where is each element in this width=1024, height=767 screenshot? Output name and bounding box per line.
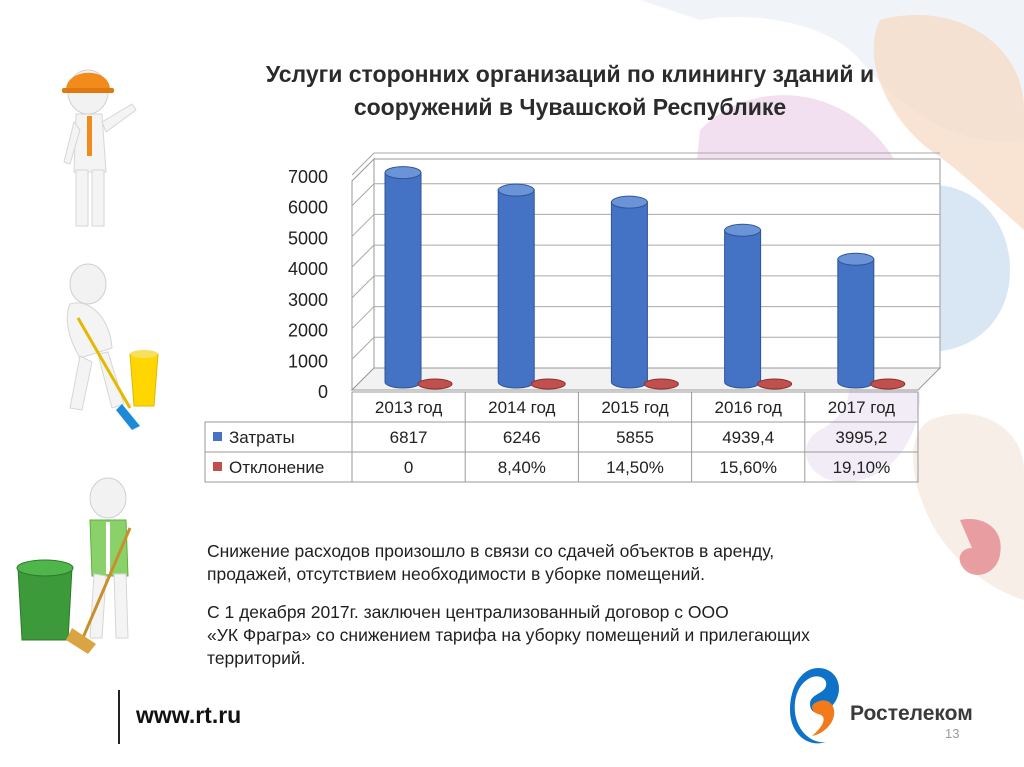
table-value-cell: 3995,2: [835, 428, 887, 447]
slide-title-line-2: сооружений в Чувашской Республике: [353, 94, 787, 120]
trash-bin-figure-icon: [16, 477, 132, 654]
legend-key: [213, 432, 222, 441]
gridline-side: [351, 275, 375, 299]
gridline-side: [351, 152, 375, 176]
bar-zatraty-top: [497, 183, 535, 197]
slide-title: Услуги сторонних организаций по клинингу…: [190, 58, 950, 124]
page-number: 13: [945, 726, 960, 741]
chart-data-table: 2013 год 2014 год 2015 год 2016 год 2017 год…: [204, 391, 919, 483]
gridline-side: [351, 183, 375, 207]
y-tick-label: 3000: [288, 290, 328, 310]
table-header-cell: 2014 год: [488, 398, 555, 417]
bar-zatraty-body: [497, 189, 535, 389]
table-value-cell: 19,10%: [833, 458, 891, 477]
table-value-cell: 6817: [390, 428, 428, 447]
chart-y-tick-labels: 0 1000 2000 3000 4000 5000 6000 7000: [288, 167, 328, 402]
footer-divider: [118, 690, 120, 744]
chart-bars: [384, 166, 906, 390]
bar-otklonenie: [417, 378, 453, 390]
y-tick-label: 5000: [288, 228, 328, 248]
legend-label: Затраты: [229, 428, 295, 447]
bar-zatraty-body: [837, 258, 875, 389]
bar-zatraty-top: [837, 252, 875, 266]
paragraph-contract: С 1 декабря 2017г. заключен централизова…: [207, 601, 967, 670]
paragraph-1-line-1: Снижение расходов произошло в связи со с…: [207, 541, 775, 561]
gridline-side: [351, 244, 375, 268]
bar-zatraty: [724, 223, 762, 389]
legend-key: [213, 462, 222, 471]
bar-zatraty-body: [610, 201, 648, 389]
table-value-cell: 8,40%: [498, 458, 546, 477]
paragraph-2-line-2: «УК Фрагра» со снижением тарифа на уборк…: [207, 625, 810, 645]
table-value-cell: 15,60%: [719, 458, 777, 477]
y-tick-label: 2000: [288, 321, 328, 341]
table-header-cell: 2016 год: [715, 398, 782, 417]
slide-title-line-1: Услуги сторонних организаций по клинингу…: [265, 61, 875, 87]
rostelecom-logo-icon: [790, 668, 840, 744]
worker-helmet-figure-icon: [62, 69, 137, 227]
gridline-side: [351, 336, 375, 360]
table-value-cell: 14,50%: [606, 458, 664, 477]
bar-otklonenie: [757, 378, 793, 390]
footer-url: www.rt.ru: [136, 702, 242, 728]
bar-otklonenie: [870, 378, 906, 390]
bar-zatraty-body: [384, 172, 422, 389]
y-tick-label: 6000: [288, 198, 328, 218]
bar-zatraty: [384, 166, 422, 389]
y-tick-label: 4000: [288, 259, 328, 279]
y-tick-label: 1000: [288, 351, 328, 371]
bar-zatraty-top: [384, 166, 422, 180]
paragraph-cost-reduction: Снижение расходов произошло в связи со с…: [207, 540, 967, 586]
paragraph-1-line-2: продажей, отсутствием необходимости в уб…: [207, 564, 706, 584]
gridline-side: [351, 306, 375, 329]
y-tick-label: 0: [318, 382, 328, 402]
brand-name: Ростелеком: [850, 702, 973, 725]
paragraph-2-line-3: территорий.: [207, 648, 306, 668]
bar-zatraty: [497, 183, 535, 389]
paragraph-2-line-1: С 1 декабря 2017г. заключен централизова…: [207, 602, 729, 622]
bar-zatraty-top: [724, 223, 762, 237]
table-header-cell: 2017 год: [828, 398, 895, 417]
bar-otklonenie: [643, 378, 679, 390]
table-value-cell: 6246: [503, 428, 541, 447]
table-value-cell: 5855: [616, 428, 654, 447]
table-header-cell: 2015 год: [601, 398, 668, 417]
table-header-cell: 2013 год: [375, 398, 442, 417]
bar-zatraty-body: [724, 229, 762, 389]
gridline-side: [351, 214, 375, 237]
table-value-cell: 4939,4: [722, 428, 774, 447]
bar-zatraty: [610, 195, 648, 389]
bar-otklonenie: [530, 378, 566, 390]
mopping-figure-icon: [66, 263, 159, 430]
bar-zatraty: [837, 252, 875, 389]
bar-zatraty-top: [610, 195, 648, 209]
table-value-cell: 0: [404, 458, 413, 477]
legend-label: Отклонение: [229, 458, 324, 477]
y-tick-label: 7000: [288, 167, 328, 187]
